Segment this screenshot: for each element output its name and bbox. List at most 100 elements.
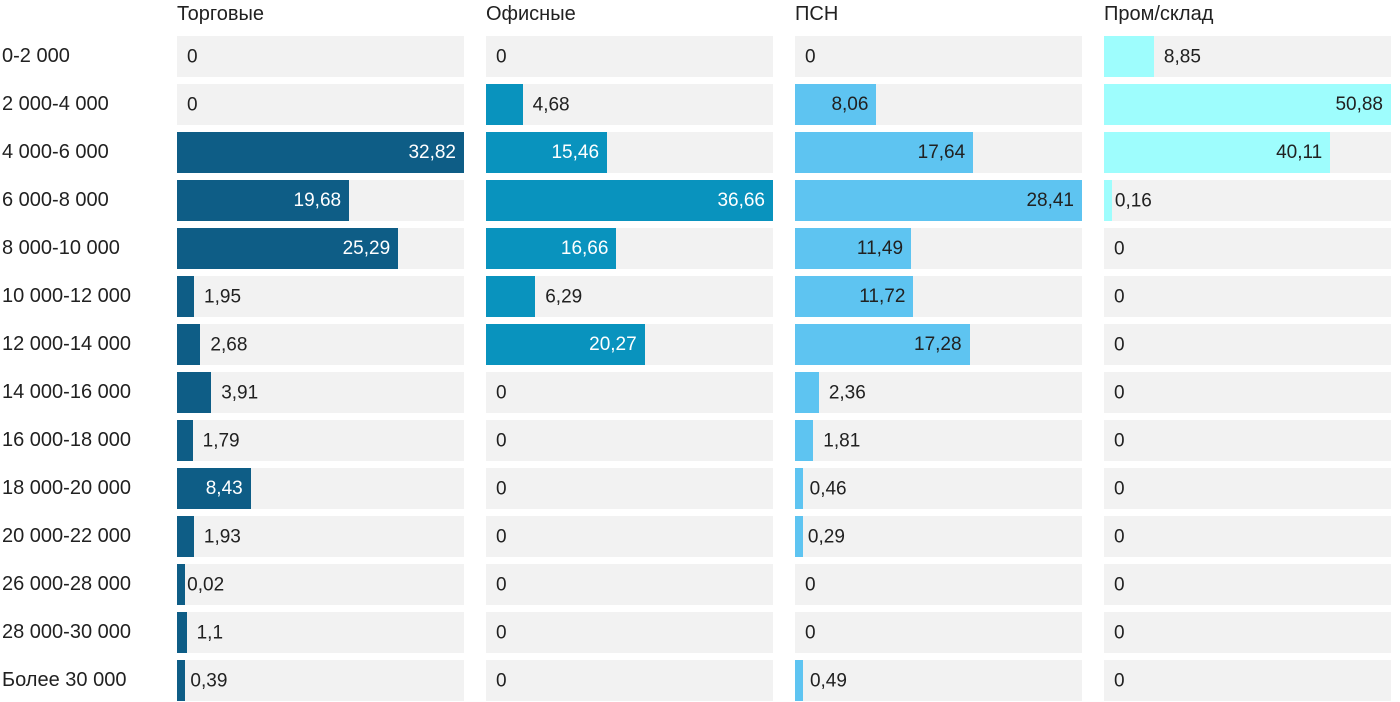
value-label: 36,66 xyxy=(717,190,765,211)
row-label: 20 000-22 000 xyxy=(2,525,132,547)
bar-cell: 2,68 xyxy=(177,324,464,365)
value-label: 15,46 xyxy=(551,142,600,163)
bar-cell: 0 xyxy=(1104,228,1391,269)
value-label: 0 xyxy=(496,430,507,451)
bar xyxy=(1104,36,1154,77)
value-label: 19,68 xyxy=(293,190,342,211)
value-label: 0 xyxy=(1114,574,1125,595)
bar-cell: 0 xyxy=(1104,276,1391,317)
value-label: 17,64 xyxy=(917,142,966,163)
bar-cell: 0 xyxy=(486,372,773,413)
value-label: 0,02 xyxy=(187,574,225,595)
bar-cell: 2,36 xyxy=(795,372,1082,413)
bar-cell: 0,49 xyxy=(795,660,1082,701)
value-label: 0 xyxy=(496,526,507,547)
bar: 36,66 xyxy=(486,180,773,221)
bar-cell: 0 xyxy=(795,564,1082,605)
bar: 17,64 xyxy=(795,132,974,173)
row-label: 16 000-18 000 xyxy=(2,429,132,451)
bar xyxy=(177,516,194,557)
row-label: 18 000-20 000 xyxy=(2,477,132,499)
value-label: 40,11 xyxy=(1276,142,1323,163)
bar-cell: 19,68 xyxy=(177,180,464,221)
value-label: 25,29 xyxy=(342,238,391,259)
bar-cell: 17,28 xyxy=(795,324,1082,365)
value-label: 0 xyxy=(805,622,816,643)
bar-cell: 0,02 xyxy=(177,564,464,605)
bar-cell: 1,93 xyxy=(177,516,464,557)
bar-cell: 0 xyxy=(1104,516,1391,557)
value-label: 0 xyxy=(496,574,507,595)
bar-cell: 0 xyxy=(1104,324,1391,365)
bar-cell: 1,79 xyxy=(177,420,464,461)
bar xyxy=(795,660,803,701)
row-label: 2 000-4 000 xyxy=(2,93,109,115)
row-label: 12 000-14 000 xyxy=(2,333,132,355)
bar-cell: 1,81 xyxy=(795,420,1082,461)
bar-cell: 0 xyxy=(486,36,773,77)
bar xyxy=(177,564,185,605)
row-label: 0-2 000 xyxy=(2,45,70,67)
bar-cell: 6,29 xyxy=(486,276,773,317)
value-label: 0,39 xyxy=(190,670,228,691)
value-label: 0 xyxy=(1114,526,1125,547)
bar-cell: 8,43 xyxy=(177,468,464,509)
value-label: 0 xyxy=(805,46,816,67)
bar: 11,49 xyxy=(795,228,912,269)
row-label: Более 30 000 xyxy=(2,669,127,691)
bar-cell: 0 xyxy=(486,612,773,653)
bar: 40,11 xyxy=(1104,132,1331,173)
value-label: 0 xyxy=(187,94,198,115)
bar-cell: 4,68 xyxy=(486,84,773,125)
bar xyxy=(795,468,803,509)
bar-cell: 8,85 xyxy=(1104,36,1391,77)
bar-cell: 0 xyxy=(795,612,1082,653)
bar-cell: 0,29 xyxy=(795,516,1082,557)
bar-cell: 0 xyxy=(486,564,773,605)
column-header: Торговые xyxy=(177,3,265,25)
bar-cell: 0,16 xyxy=(1104,180,1391,221)
row-label: 28 000-30 000 xyxy=(2,621,132,643)
value-label: 0 xyxy=(1114,382,1125,403)
value-label: 2,36 xyxy=(828,382,866,403)
value-label: 0,29 xyxy=(807,526,845,547)
value-label: 8,06 xyxy=(831,94,869,115)
value-label: 1,95 xyxy=(204,286,242,307)
bar xyxy=(177,660,185,701)
value-label: 8,43 xyxy=(205,478,243,499)
header-corner xyxy=(2,0,155,29)
value-label: 8,85 xyxy=(1163,46,1201,67)
bar xyxy=(177,372,212,413)
bar-cell: 0 xyxy=(177,84,464,125)
bar: 15,46 xyxy=(486,132,608,173)
value-label: 6,29 xyxy=(545,286,583,307)
bar-cell: 0 xyxy=(1104,660,1391,701)
column-header: ПСН xyxy=(795,3,839,25)
bar-cell: 0 xyxy=(1104,468,1391,509)
row-label: 14 000-16 000 xyxy=(2,381,132,403)
value-label: 32,82 xyxy=(408,142,456,163)
value-label: 28,41 xyxy=(1026,190,1074,211)
bar-cell: 0 xyxy=(1104,612,1391,653)
bar xyxy=(177,324,201,365)
bar: 8,06 xyxy=(795,84,877,125)
bar-cell: 32,82 xyxy=(177,132,464,173)
bar xyxy=(177,612,187,653)
bar xyxy=(1104,180,1112,221)
value-label: 50,88 xyxy=(1335,94,1383,115)
value-label: 17,28 xyxy=(914,334,962,355)
bar xyxy=(795,516,803,557)
value-label: 4,68 xyxy=(532,94,570,115)
bar-cell: 17,64 xyxy=(795,132,1082,173)
row-label: 10 000-12 000 xyxy=(2,285,132,307)
bar xyxy=(795,420,814,461)
value-label: 0 xyxy=(496,478,507,499)
bar: 28,41 xyxy=(795,180,1082,221)
value-label: 16,66 xyxy=(560,238,609,259)
bar-cell: 25,29 xyxy=(177,228,464,269)
bar-cell: 8,06 xyxy=(795,84,1082,125)
value-label: 0 xyxy=(805,574,816,595)
value-label: 0 xyxy=(1114,670,1125,691)
value-label: 1,1 xyxy=(196,622,224,643)
